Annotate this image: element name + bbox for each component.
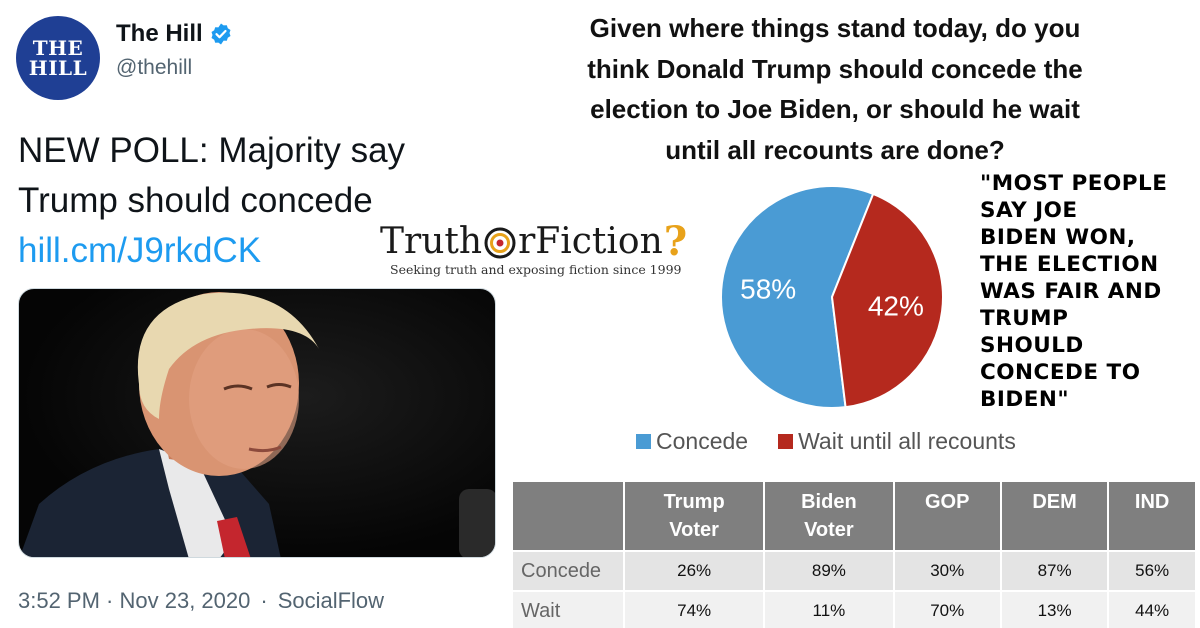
- poll-question-line-4: until all recounts are done?: [665, 134, 1005, 165]
- trump-photo-illustration: [19, 292, 495, 557]
- row-label-wait: Wait: [511, 590, 625, 628]
- column-header-ind: IND: [1107, 480, 1197, 552]
- tweet-link[interactable]: hill.cm/J9rkdCK: [18, 231, 262, 270]
- row-label-concede: Concede: [511, 550, 625, 592]
- column-header-dem: DEM: [999, 480, 1110, 552]
- pie-slice-wait: [830, 192, 944, 409]
- column-header-line: Trump: [663, 491, 725, 513]
- column-header-line: Biden: [801, 491, 857, 513]
- legend-label-concede: Concede: [656, 428, 749, 454]
- poll-question-line-1: Given where things stand today, do you: [589, 13, 1081, 43]
- table-cell: 87%: [999, 550, 1110, 592]
- column-header-trump-voter: Trump Voter: [622, 480, 766, 552]
- table-cell: 89%: [763, 550, 895, 592]
- pull-quote-line: BIDEN WON,: [980, 225, 1136, 250]
- logo-word-truth: Truth: [380, 221, 483, 262]
- poll-question-line-3: election to Joe Biden, or should he wait: [590, 94, 1080, 124]
- legend-item-concede: Concede: [636, 428, 748, 455]
- pie-label-concede: 58%: [740, 274, 796, 305]
- target-o-icon: [484, 227, 516, 258]
- legend-item-wait: Wait until all recounts: [778, 428, 1016, 455]
- column-header-biden-voter: Biden Voter: [763, 480, 895, 552]
- tweet-timestamp[interactable]: 3:52 PM · Nov 23, 2020: [18, 588, 251, 613]
- tweet-source-link[interactable]: SocialFlow: [277, 588, 385, 613]
- avatar-line-1: THE: [32, 36, 84, 60]
- tweet-text-line-2: Trump should concede: [18, 181, 373, 220]
- column-header-line: Voter: [804, 519, 854, 541]
- account-name-text: The Hill: [116, 20, 203, 47]
- trump-photo[interactable]: [18, 288, 496, 558]
- table-row-wait: Wait 74% 11% 70% 13% 44%: [511, 590, 1197, 628]
- tweet-text: NEW POLL: Majority say Trump should conc…: [18, 126, 405, 276]
- column-header-line: IND: [1134, 491, 1170, 513]
- pull-quote-line: TRUMP: [980, 306, 1069, 331]
- results-table: Trump Voter Biden Voter GOP DEM IND Conced…: [511, 480, 1197, 628]
- table-cell: 56%: [1107, 550, 1197, 592]
- pull-quote-line: SAY JOE: [980, 198, 1078, 223]
- pull-quote-line: WAS FAIR AND: [980, 279, 1162, 304]
- table-cell: 11%: [763, 590, 895, 628]
- column-header-gop: GOP: [892, 480, 1002, 552]
- table-corner-cell: [511, 480, 625, 552]
- pull-quote-line: "MOST PEOPLE: [980, 171, 1168, 196]
- poll-question: Given where things stand today, do you t…: [530, 8, 1140, 170]
- tweet-text-line-1: NEW POLL: Majority say: [18, 131, 406, 170]
- pull-quote-line: SHOULD: [980, 333, 1084, 358]
- pie-chart: 58% 42%: [720, 185, 944, 409]
- pie-slice-concede: [720, 185, 875, 409]
- account-name[interactable]: The Hill: [116, 20, 233, 48]
- table-cell: 74%: [622, 590, 766, 628]
- column-header-line: DEM: [1032, 491, 1077, 513]
- table-cell: 13%: [999, 590, 1110, 628]
- table-header-row: Trump Voter Biden Voter GOP DEM IND: [511, 480, 1197, 552]
- legend-label-wait: Wait until all recounts: [798, 428, 1016, 454]
- column-header-line: GOP: [924, 491, 970, 513]
- avatar[interactable]: THE HILL: [16, 16, 100, 100]
- table-cell: 30%: [892, 550, 1002, 592]
- pie-label-wait: 42%: [868, 290, 924, 321]
- poll-question-line-2: think Donald Trump should concede the: [587, 53, 1083, 84]
- table-cell: 70%: [892, 590, 1002, 628]
- logo-word-fiction: rFiction: [518, 221, 663, 262]
- truthorfiction-logo: Truth rFiction ?: [378, 218, 690, 265]
- meta-separator: ·: [260, 588, 268, 613]
- avatar-line-2: HILL: [28, 56, 88, 80]
- table-cell: 26%: [622, 550, 766, 592]
- legend-swatch-wait: [778, 434, 794, 449]
- pull-quote-line: THE ELECTION: [980, 252, 1159, 277]
- column-header-line: Voter: [669, 519, 719, 541]
- logo-tagline: Seeking truth and exposing fiction since…: [390, 262, 682, 277]
- chart-legend: Concede Wait until all recounts: [636, 428, 1016, 455]
- account-handle[interactable]: @thehill: [116, 56, 193, 79]
- pull-quote-line: CONCEDE TO: [980, 360, 1141, 385]
- tweet-meta: 3:52 PM · Nov 23, 2020 · SocialFlow: [18, 588, 384, 614]
- legend-swatch-concede: [636, 434, 651, 449]
- table-cell: 44%: [1107, 590, 1197, 628]
- pull-quote: "MOST PEOPLE SAY JOE BIDEN WON, THE ELECTIO…: [980, 170, 1195, 413]
- verified-badge-icon: [211, 23, 231, 45]
- logo-question-mark: ?: [663, 218, 688, 265]
- pull-quote-line: BIDEN": [980, 387, 1070, 412]
- table-row-concede: Concede 26% 89% 30% 87% 56%: [511, 550, 1197, 592]
